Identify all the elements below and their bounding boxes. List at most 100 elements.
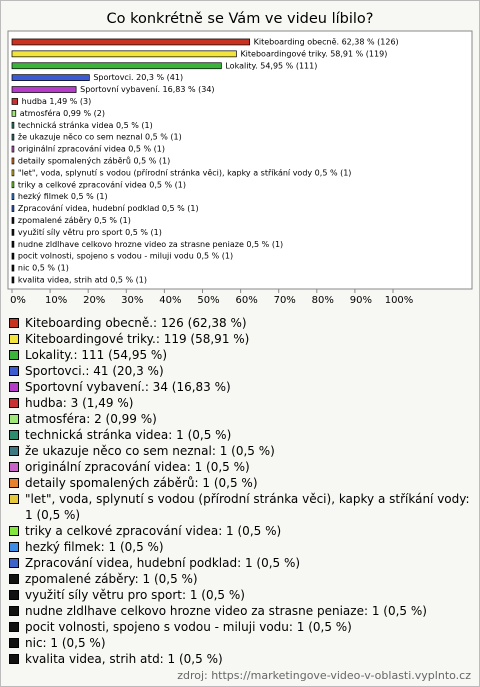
bar — [11, 252, 15, 260]
legend-item: využití síly větru pro sport: 1 (0,5 %) — [9, 587, 471, 603]
bar — [11, 205, 15, 212]
legend-item: originální zpracování videa: 1 (0,5 %) — [9, 459, 471, 475]
legend-label: nic: 1 (0,5 %) — [25, 636, 106, 650]
legend-label: triky a celkové zpracování videa: 1 (0,5… — [25, 524, 282, 538]
x-tick-label: 100% — [385, 295, 414, 306]
bar — [11, 157, 15, 165]
legend-item: atmosféra: 2 (0,99 %) — [9, 411, 471, 427]
chart-title: Co konkrétně se Vám ve videu líbilo? — [107, 11, 374, 27]
legend-label: kvalita videa, strih atd: 1 (0,5 %) — [25, 652, 223, 666]
value-label: Sportovci. 20,3 % (41) — [93, 73, 183, 82]
legend-label: zpomalené záběry: 1 (0,5 %) — [25, 572, 198, 586]
value-label: originální zpracování videa 0,5 % (1) — [18, 145, 165, 154]
legend-label: technická stránka videa: 1 (0,5 %) — [25, 428, 232, 442]
x-tick-label: 70% — [274, 295, 296, 306]
legend-item: Sportovci.: 41 (20,3 %) — [9, 363, 471, 379]
x-tick-label: 80% — [312, 295, 334, 306]
legend-item: nudne zldlhave celkovo hrozne video za s… — [9, 603, 471, 619]
legend-label: atmosféra: 2 (0,99 %) — [25, 412, 157, 426]
value-label: nudne zldlhave celkovo hrozne video za s… — [18, 240, 283, 249]
legend-label: originální zpracování videa: 1 (0,5 %) — [25, 460, 250, 474]
legend-swatch — [9, 574, 19, 584]
legend-label: pocit volnosti, spojeno s vodou - miluji… — [25, 620, 352, 634]
legend-item: nic: 1 (0,5 %) — [9, 635, 471, 651]
value-label: zpomalené záběry 0,5 % (1) — [18, 215, 131, 225]
legend-item: že ukazuje něco co sem neznal: 1 (0,5 %) — [9, 443, 471, 459]
legend-swatch — [9, 478, 19, 488]
legend-item: hezký filmek: 1 (0,5 %) — [9, 539, 471, 555]
bar — [11, 240, 15, 248]
legend-swatch — [9, 334, 19, 344]
legend-swatch — [9, 366, 19, 376]
legend-item: Kiteboardingové triky.: 119 (58,91 %) — [9, 331, 471, 347]
value-label: kvalita videa, strih atd 0,5 % (1) — [18, 275, 147, 284]
legend-swatch — [9, 382, 19, 392]
legend-item: zpomalené záběry: 1 (0,5 %) — [9, 571, 471, 587]
value-label: "let", voda, splynutí s vodou (přírodní … — [18, 168, 352, 177]
value-label: detaily spomalených záběrů 0,5 % (1) — [18, 155, 170, 165]
legend-item: Sportovní vybavení.: 34 (16,83 %) — [9, 379, 471, 395]
bar — [11, 169, 15, 177]
bar — [11, 229, 15, 236]
bar — [11, 62, 222, 70]
legend-swatch — [9, 542, 19, 552]
chart: Co konkrétně se Vám ve videu líbilo? 0% 1… — [7, 11, 473, 306]
legend-item: "let", voda, splynutí s vodou (přírodní … — [9, 491, 471, 523]
legend-swatch — [9, 318, 19, 328]
value-label: Kiteboarding obecně. 62,38 % (126) — [254, 37, 399, 46]
bar — [11, 264, 15, 272]
value-label: atmosféra 0,99 % (2) — [20, 108, 105, 118]
value-label: pocit volnosti, spojeno s vodou - miluji… — [18, 252, 233, 261]
legend-label: hudba: 3 (1,49 %) — [25, 396, 134, 410]
value-label: technická stránka videa 0,5 % (1) — [18, 121, 153, 130]
legend-label: Kiteboardingové triky.: 119 (58,91 %) — [25, 332, 250, 346]
x-tick-label: 40% — [159, 295, 181, 306]
bar — [11, 145, 15, 153]
x-tick-label: 90% — [350, 295, 372, 306]
legend-swatch — [9, 398, 19, 408]
legend-swatch — [9, 494, 19, 504]
bar — [11, 193, 15, 200]
legend-item: triky a celkové zpracování videa: 1 (0,5… — [9, 523, 471, 539]
x-tick-label: 30% — [121, 295, 143, 306]
legend-item: Lokality.: 111 (54,95 %) — [9, 347, 471, 363]
bar — [11, 217, 15, 224]
value-label: že ukazuje něco co sem neznal 0,5 % (1) — [18, 133, 182, 142]
bar — [11, 86, 77, 93]
legend-label: využití síly větru pro sport: 1 (0,5 %) — [25, 588, 245, 602]
value-label: Kiteboardingové triky. 58,91 % (119) — [240, 48, 387, 58]
legend-item: Kiteboarding obecně.: 126 (62,38 %) — [9, 315, 471, 331]
legend: Kiteboarding obecně.: 126 (62,38 %) Kiteb… — [9, 315, 471, 667]
bar — [11, 74, 90, 82]
bar — [11, 50, 237, 58]
bar — [11, 98, 19, 105]
legend-label: že ukazuje něco co sem neznal: 1 (0,5 %) — [25, 444, 275, 458]
legend-label: Sportovci.: 41 (20,3 %) — [25, 364, 164, 378]
legend-label: nudne zldlhave celkovo hrozne video za s… — [25, 604, 427, 618]
legend-swatch — [9, 430, 19, 440]
bar — [11, 38, 251, 46]
bar — [11, 121, 15, 129]
legend-item: pocit volnosti, spojeno s vodou - miluji… — [9, 619, 471, 635]
legend-item: detaily spomalených záběrů: 1 (0,5 %) — [9, 475, 471, 491]
legend-item: technická stránka videa: 1 (0,5 %) — [9, 427, 471, 443]
value-label: Zpracování videa, hudební podklad 0,5 % … — [18, 204, 199, 213]
value-label: využití síly větru pro sport 0,5 % (1) — [18, 228, 162, 237]
legend-item: kvalita videa, strih atd: 1 (0,5 %) — [9, 651, 471, 667]
legend-item: Zpracování videa, hudební podklad: 1 (0,… — [9, 555, 471, 571]
value-label: hezký filmek 0,5 % (1) — [18, 192, 108, 201]
x-tick-label: 60% — [235, 295, 257, 306]
legend-swatch — [9, 638, 19, 648]
legend-swatch — [9, 606, 19, 616]
value-label: Lokality. 54,95 % (111) — [225, 61, 317, 70]
legend-label: detaily spomalených záběrů: 1 (0,5 %) — [25, 476, 258, 490]
bar — [11, 181, 15, 189]
source: zdroj: https://marketingove-video-v-obla… — [177, 669, 471, 682]
bar — [11, 109, 17, 117]
value-label: hudba 1,49 % (3) — [22, 97, 92, 106]
bar — [11, 276, 15, 284]
legend-item: hudba: 3 (1,49 %) — [9, 395, 471, 411]
legend-swatch — [9, 558, 19, 568]
legend-swatch — [9, 462, 19, 472]
